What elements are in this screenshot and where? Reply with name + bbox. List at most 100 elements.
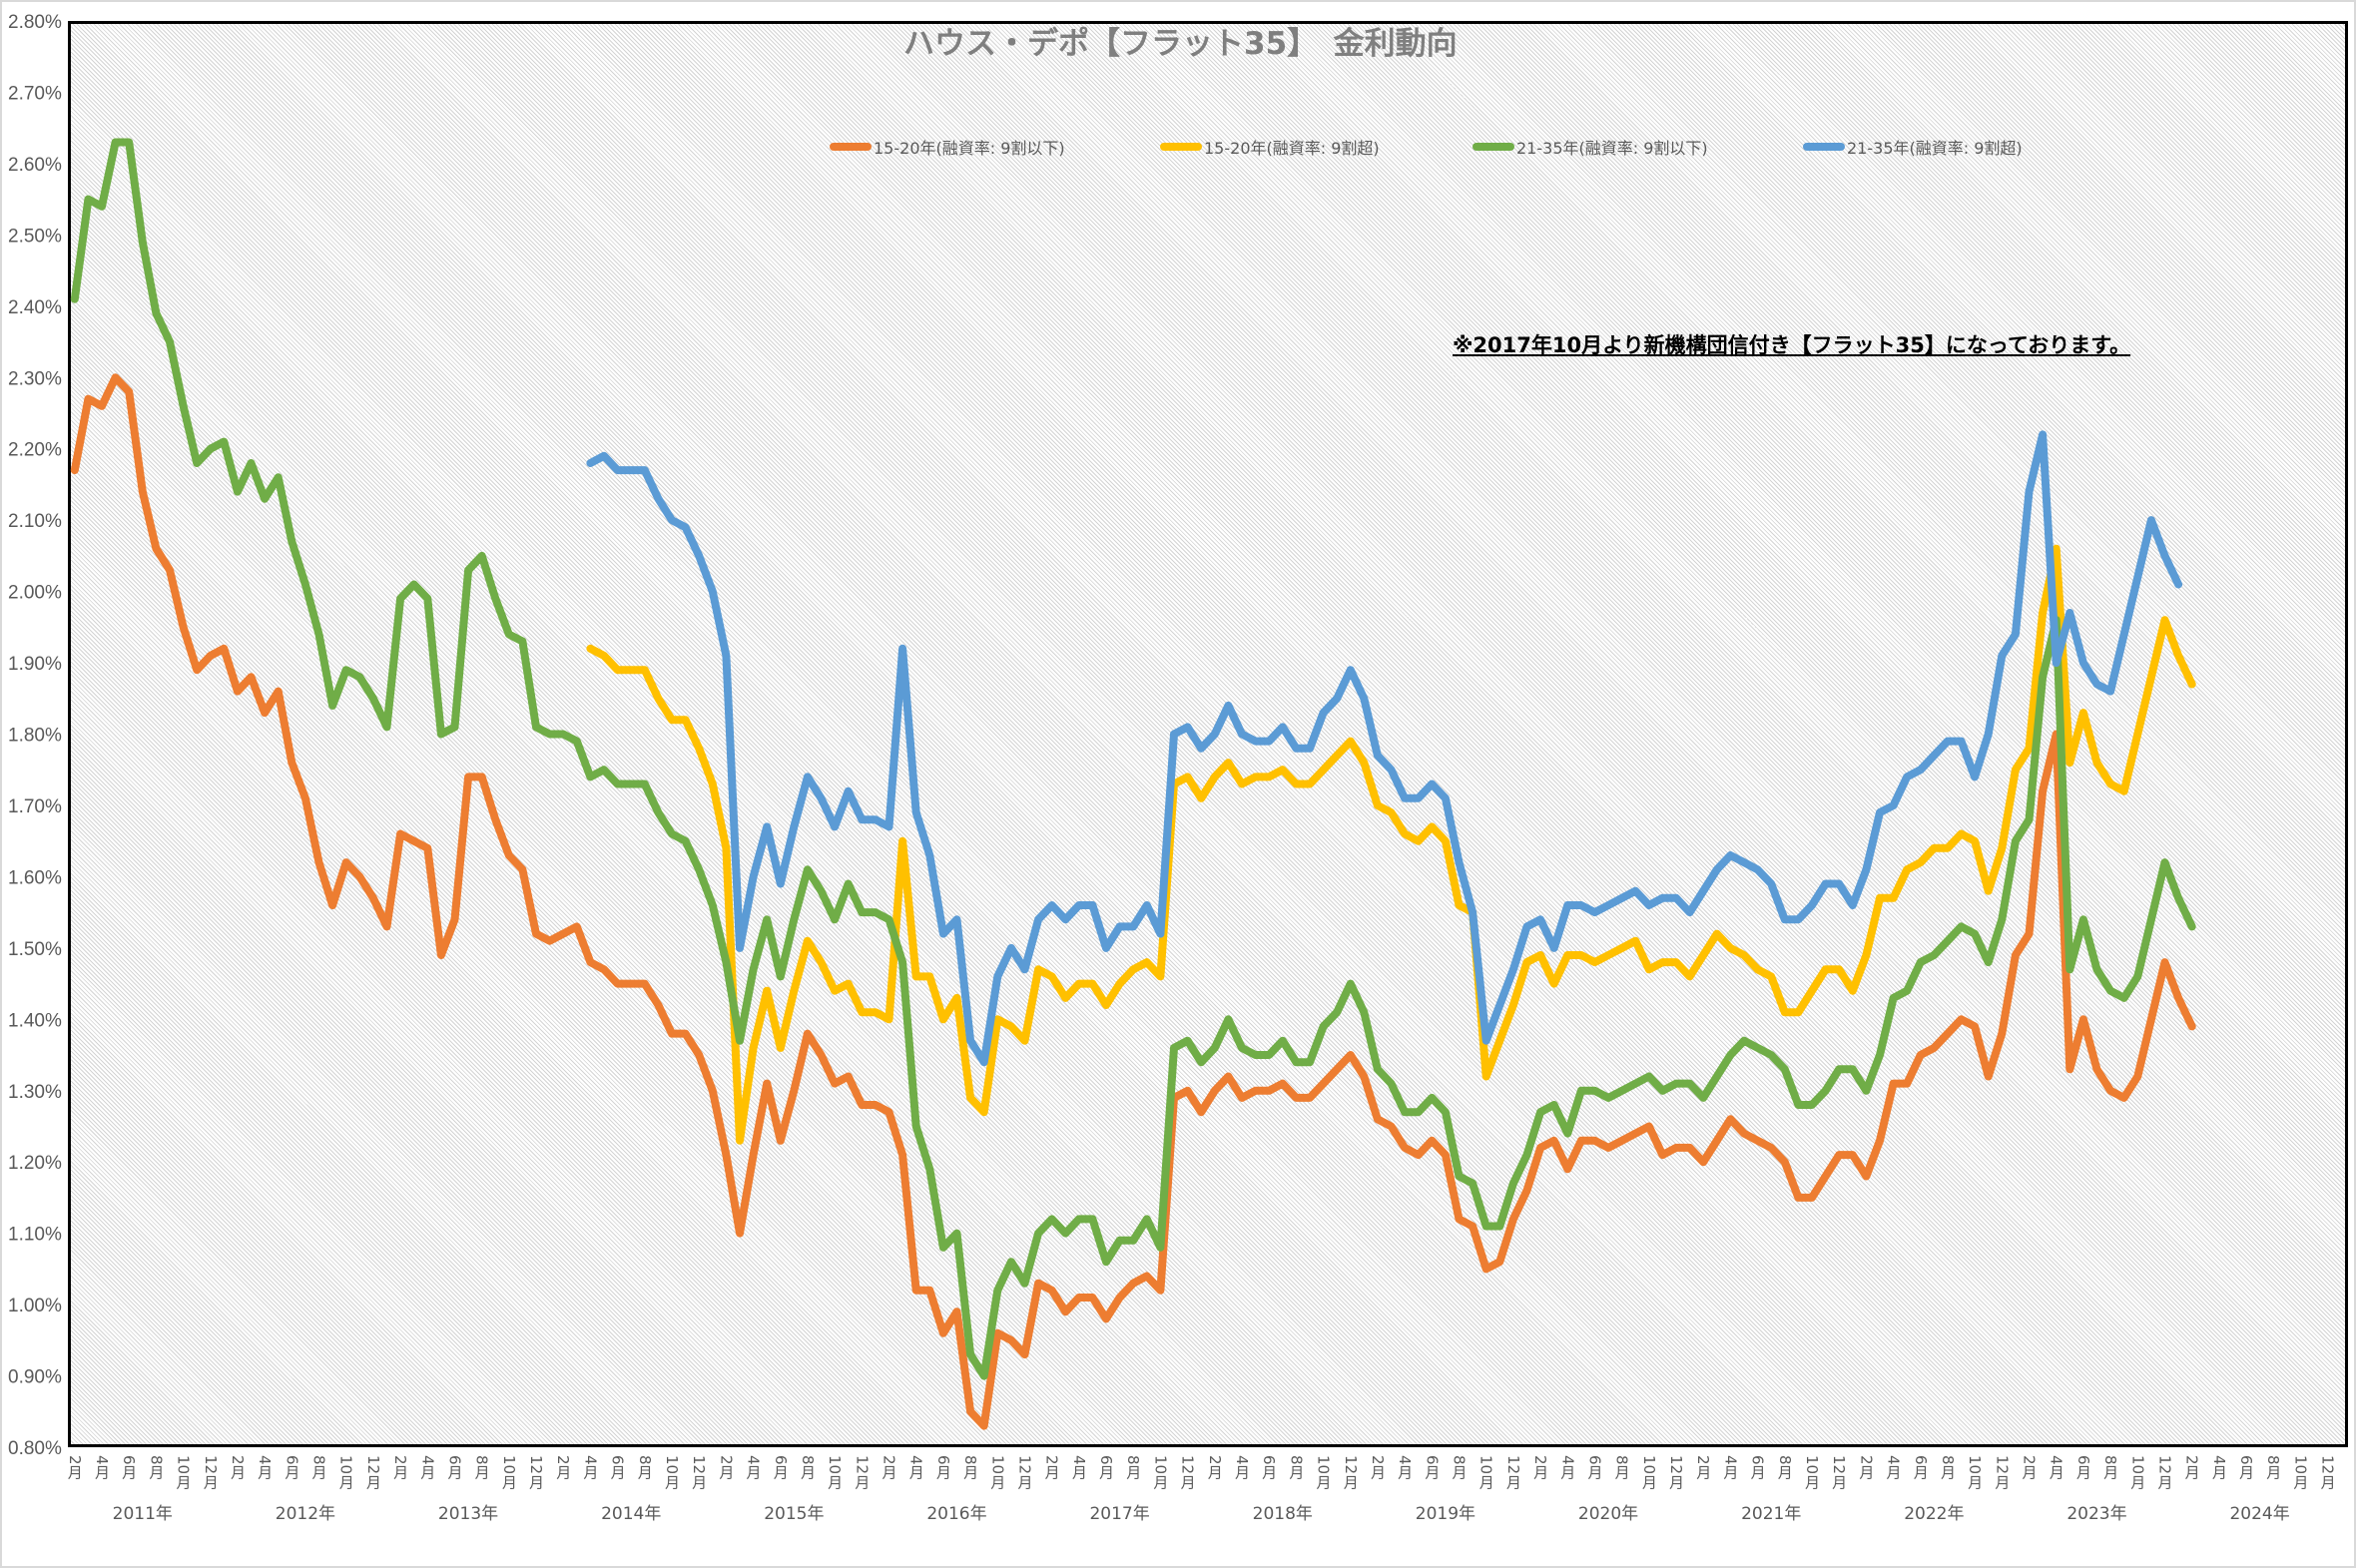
x-tick-month-label: 2月	[66, 1455, 84, 1481]
legend-label: 21-35年(融資率: 9割超)	[1847, 139, 2023, 158]
x-tick-month-label: 6月	[283, 1455, 300, 1481]
x-tick-month-label: 10月	[500, 1455, 518, 1490]
x-tick-month-label: 8月	[1939, 1455, 1957, 1481]
x-tick-month-label: 6月	[1423, 1455, 1441, 1481]
x-tick-month-label: 2月	[554, 1455, 572, 1481]
x-tick-month-label: 12月	[1015, 1455, 1033, 1490]
x-tick-month-label: 6月	[120, 1455, 138, 1481]
x-tick-month-label: 2月	[1857, 1455, 1875, 1481]
x-tick-month-label: 6月	[1585, 1455, 1603, 1481]
x-tick-month-label: 12月	[1504, 1455, 1522, 1490]
x-tick-month-label: 12月	[853, 1455, 871, 1490]
x-tick-month-label: 4月	[1558, 1455, 1576, 1481]
x-tick-month-label: 4月	[2048, 1455, 2065, 1481]
x-tick-month-label: 2月	[1369, 1455, 1387, 1481]
x-tick-year-label: 2024年	[2229, 1504, 2289, 1524]
y-tick-label: 1.90%	[8, 654, 62, 675]
x-tick-month-label: 12月	[690, 1455, 708, 1490]
x-tick-year-label: 2020年	[1578, 1504, 1638, 1524]
x-tick-month-label: 12月	[527, 1455, 545, 1490]
x-tick-year-label: 2013年	[438, 1504, 498, 1524]
x-tick-month-label: 10月	[1151, 1455, 1169, 1490]
legend-label: 21-35年(融資率: 9割以下)	[1516, 139, 1708, 158]
x-tick-year-label: 2018年	[1253, 1504, 1313, 1524]
legend-item-15-20-under90: 15-20年(融資率: 9割以下)	[830, 135, 1065, 159]
x-tick-month-label: 6月	[1749, 1455, 1767, 1481]
y-tick-label: 1.70%	[8, 796, 62, 817]
legend-item-21-35-under90: 21-35年(融資率: 9割以下)	[1472, 135, 1708, 159]
legend-label: 15-20年(融資率: 9割以下)	[874, 139, 1065, 158]
x-tick-month-label: 4月	[907, 1455, 925, 1481]
x-tick-year-label: 2019年	[1416, 1504, 1475, 1524]
y-tick-label: 1.50%	[8, 939, 62, 960]
x-tick-month-label: 2月	[1043, 1455, 1061, 1481]
y-tick-label: 2.20%	[8, 440, 62, 461]
x-tick-month-label: 10月	[1803, 1455, 1821, 1490]
x-tick-month-label: 8月	[473, 1455, 491, 1481]
x-tick-month-label: 12月	[2155, 1455, 2173, 1490]
x-tick-year-label: 2012年	[276, 1504, 335, 1524]
y-axis: 0.80% 0.90% 1.00% 1.10% 1.20% 1.30% 1.40% 1.50%…	[8, 12, 62, 1459]
x-tick-month-label: 4月	[1396, 1455, 1414, 1481]
y-tick-label: 2.30%	[8, 368, 62, 389]
x-tick-month-label: 10月	[826, 1455, 844, 1490]
y-tick-label: 2.40%	[8, 297, 62, 318]
x-tick-year-label: 2023年	[2066, 1504, 2126, 1524]
y-tick-label: 2.70%	[8, 83, 62, 104]
x-tick-month-label: 6月	[1097, 1455, 1115, 1481]
series-line-1	[586, 544, 2196, 1145]
x-tick-month-label: 10月	[1315, 1455, 1333, 1490]
x-tick-month-label: 2月	[391, 1455, 409, 1481]
x-tick-month-label: 2月	[2183, 1455, 2201, 1481]
y-tick-label: 2.80%	[8, 12, 62, 33]
x-tick-month-label: 4月	[581, 1455, 599, 1481]
y-tick-label: 2.50%	[8, 226, 62, 247]
legend-swatch-green	[1472, 143, 1514, 151]
x-tick-year-label: 2021年	[1741, 1504, 1801, 1524]
legend-item-15-20-over90: 15-20年(融資率: 9割超)	[1160, 135, 1380, 159]
x-axis: 2月 4月 6月 8月 10月 12月 2月 4月 6月 8月 10月 12月 2月 4月 6月 8月 10月 1…	[66, 1455, 2337, 1524]
legend-item-21-35-over90: 21-35年(融資率: 9割超)	[1803, 135, 2023, 159]
x-tick-month-label: 8月	[636, 1455, 654, 1481]
x-tick-month-label: 8月	[1451, 1455, 1469, 1481]
x-tick-month-label: 4月	[1070, 1455, 1088, 1481]
x-tick-month-label: 10月	[1966, 1455, 1984, 1490]
x-tick-year-label: 2016年	[926, 1504, 986, 1524]
y-tick-label: 1.10%	[8, 1225, 62, 1246]
x-tick-month-label: 4月	[418, 1455, 436, 1481]
x-tick-month-label: 2月	[2021, 1455, 2039, 1481]
x-tick-month-label: 8月	[1124, 1455, 1142, 1481]
x-tick-month-label: 8月	[2264, 1455, 2282, 1481]
x-tick-month-label: 4月	[745, 1455, 763, 1481]
y-tick-label: 1.60%	[8, 867, 62, 888]
series-line-2	[70, 138, 2196, 1380]
x-tick-month-label: 8月	[2101, 1455, 2119, 1481]
x-tick-month-label: 4月	[2210, 1455, 2228, 1481]
x-tick-year-label: 2022年	[1904, 1504, 1964, 1524]
y-tick-label: 1.20%	[8, 1153, 62, 1174]
x-tick-month-label: 4月	[1233, 1455, 1251, 1481]
x-tick-month-label: 10月	[337, 1455, 355, 1490]
y-tick-label: 1.40%	[8, 1010, 62, 1031]
chart-title: ハウス・デポ【フラット35】 金利動向	[903, 26, 1458, 62]
x-tick-month-label: 8月	[310, 1455, 328, 1481]
x-tick-month-label: 12月	[364, 1455, 382, 1490]
x-tick-month-label: 2月	[1694, 1455, 1712, 1481]
annotation-note: ※2017年10月より新機構団信付き【フラット35】になっております。	[1453, 333, 2131, 357]
x-tick-month-label: 2月	[1531, 1455, 1549, 1481]
series-line-0	[70, 373, 2196, 1430]
x-tick-month-label: 10月	[1640, 1455, 1658, 1490]
x-tick-month-label: 10月	[2128, 1455, 2146, 1490]
x-tick-month-label: 2月	[717, 1455, 735, 1481]
y-tick-label: 0.80%	[8, 1438, 62, 1459]
y-tick-label: 0.90%	[8, 1367, 62, 1388]
x-tick-month-label: 12月	[1179, 1455, 1197, 1490]
series-lines	[70, 138, 2196, 1430]
y-tick-label: 1.80%	[8, 726, 62, 747]
x-tick-year-label: 2011年	[113, 1504, 173, 1524]
x-tick-month-label: 12月	[2319, 1455, 2337, 1490]
x-tick-month-label: 6月	[609, 1455, 627, 1481]
x-tick-month-label: 8月	[147, 1455, 165, 1481]
x-tick-month-label: 8月	[799, 1455, 817, 1481]
